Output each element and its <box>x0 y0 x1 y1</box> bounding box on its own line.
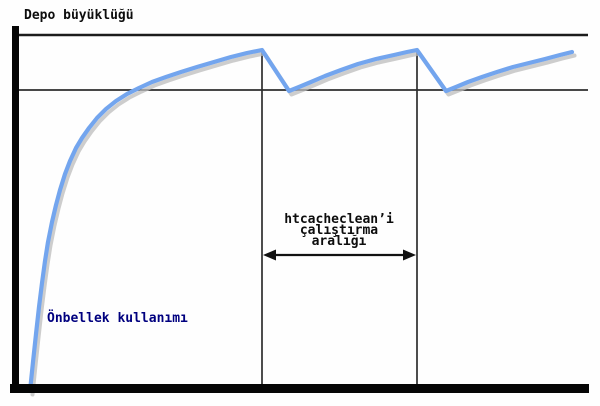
chart-title: Depo büyüklüğü <box>24 8 134 23</box>
interval-label-line3: aralığı <box>311 234 367 249</box>
x-axis-bar <box>10 384 589 393</box>
y-axis-bar <box>12 26 19 393</box>
interval-arrow-head-left-icon <box>263 249 276 261</box>
curve-label: Önbellek kullanımı <box>47 311 188 326</box>
cache-usage-curve <box>27 47 575 394</box>
cache-usage-curve-shadow <box>30 51 577 397</box>
interval-label-line1: htcacheclean’i <box>284 212 394 227</box>
interval-arrow-head-right-icon <box>403 249 416 261</box>
interval-label-line2: çalıştırma <box>299 223 379 238</box>
interval-label: htcacheclean’i çalıştırma aralığı <box>262 212 416 249</box>
